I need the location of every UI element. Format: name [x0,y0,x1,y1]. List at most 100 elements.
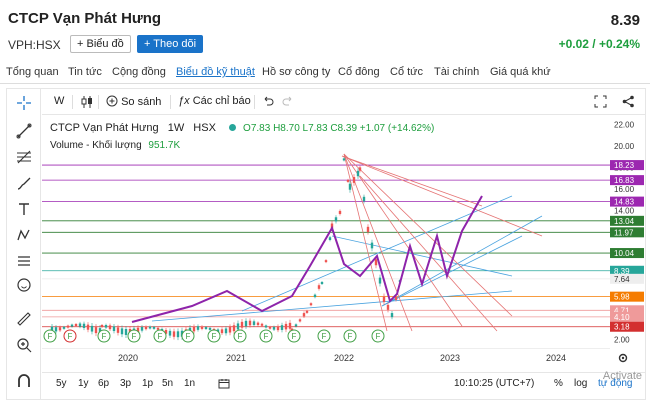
candle-body [382,296,386,302]
candle-body [309,303,313,306]
level-badge [610,305,644,316]
level-badge [610,273,644,284]
share-icon[interactable] [622,95,635,111]
text-tool-icon[interactable] [15,201,33,219]
undo-icon[interactable] [262,95,274,110]
dividend-marker[interactable] [317,329,331,343]
dividend-marker[interactable] [43,329,57,343]
dividend-marker-label: F [132,332,137,341]
prediction-tool-icon[interactable] [15,253,33,271]
range-1d[interactable]: 1n [184,378,196,389]
dividend-marker[interactable] [181,329,195,343]
x-tick: 2024 [546,353,567,363]
candle-body [216,329,220,333]
redo-icon[interactable] [282,95,294,110]
candle-body [248,320,252,326]
candle-body [342,158,346,161]
tab-dividends[interactable]: Cổ tức [390,66,424,78]
y-tick: 14.00 [614,207,635,216]
candle-body [228,327,232,333]
dividend-marker[interactable] [153,329,167,343]
dividend-marker-label: F [186,332,191,341]
percent-toggle[interactable]: % [554,378,563,389]
emoji-icon[interactable] [15,277,33,295]
dividend-marker[interactable] [207,329,221,343]
candle-body [144,326,148,330]
candle-body [120,328,124,335]
dividend-marker[interactable] [233,329,247,343]
tab-price-history[interactable]: Giá quá khứ [490,66,551,78]
candle-body [62,326,66,329]
interval-selector[interactable]: W [54,95,65,107]
indicators-button[interactable]: ƒx Các chỉ báo [178,95,251,107]
level-badge-label: 11.97 [614,228,634,237]
candle-body [82,323,86,328]
dividend-marker[interactable] [287,329,301,343]
tab-technical-chart[interactable]: Biểu đồ kỹ thuật [176,66,255,78]
dividend-marker[interactable] [127,329,141,343]
tab-community[interactable]: Cộng đồng [112,66,166,78]
activate-watermark: Activate [602,370,642,382]
trend-lines [151,153,543,332]
dividend-marker[interactable] [63,329,77,343]
candle-body [168,330,172,336]
candle-body [288,322,292,329]
trend-line [381,215,543,307]
candle-body [313,294,317,298]
candle-body [390,313,394,318]
dividend-marker[interactable] [259,329,273,343]
range-6m[interactable]: 6p [98,378,110,389]
ruler-icon[interactable] [15,311,33,329]
candle-body [302,313,306,317]
candle-body [176,331,180,338]
candle-body [94,327,98,334]
last-price: 8.39 [610,12,640,29]
tab-finance[interactable]: Tài chính [434,66,480,78]
candle-type-icon[interactable] [80,95,94,112]
range-5d[interactable]: 5n [162,378,174,389]
candle-body [348,183,352,190]
candle-body [236,323,240,330]
trend-line-icon[interactable] [15,123,33,141]
dividend-marker-label: F [48,332,53,341]
pattern-tool-icon[interactable] [15,227,33,245]
fullscreen-icon[interactable] [594,95,607,111]
compare-button[interactable]: So sánh [106,95,161,108]
magnet-icon[interactable] [15,373,33,391]
chart-frame [6,88,646,400]
clock-time[interactable]: 10:10:25 (UTC+7) [454,378,535,389]
candle-body [104,324,108,328]
range-3m[interactable]: 3p [120,378,132,389]
candle-body [256,322,260,326]
price-axis[interactable]: 22.0020.0018.0016.0014.0012.0010.008.006… [610,116,646,348]
tab-company-profile[interactable]: Hồ sơ công ty [262,66,331,78]
tab-shareholders[interactable]: Cổ đông [338,66,380,78]
tab-overview[interactable]: Tổng quan [6,66,59,78]
candle-body [284,323,288,330]
add-chart-button[interactable]: + Biểu đồ [70,35,131,53]
dividend-marker[interactable] [97,329,111,343]
dividend-marker[interactable] [371,329,385,343]
log-toggle[interactable]: log [574,378,588,389]
candle-body [90,325,94,332]
dividend-marker[interactable] [343,329,357,343]
live-dot-icon [228,124,236,131]
range-1m[interactable]: 1p [142,378,154,389]
tab-news[interactable]: Tin tức [68,66,102,78]
auto-scale-toggle[interactable]: tự động [598,378,633,389]
candle-body [220,329,224,334]
date-range-icon[interactable] [218,378,230,392]
follow-button[interactable]: + Theo dõi [137,35,204,53]
range-1y[interactable]: 1y [78,378,89,389]
brush-icon[interactable] [15,175,33,193]
zoom-in-icon[interactable] [15,337,33,355]
candle-body [394,296,398,300]
level-badge-label: 8.39 [614,267,630,276]
settings-gear-icon[interactable] [617,351,629,369]
range-5y[interactable]: 5y [56,378,67,389]
fib-tool-icon[interactable] [15,149,33,167]
candle-body [290,328,294,331]
crosshair-icon[interactable] [15,95,33,113]
